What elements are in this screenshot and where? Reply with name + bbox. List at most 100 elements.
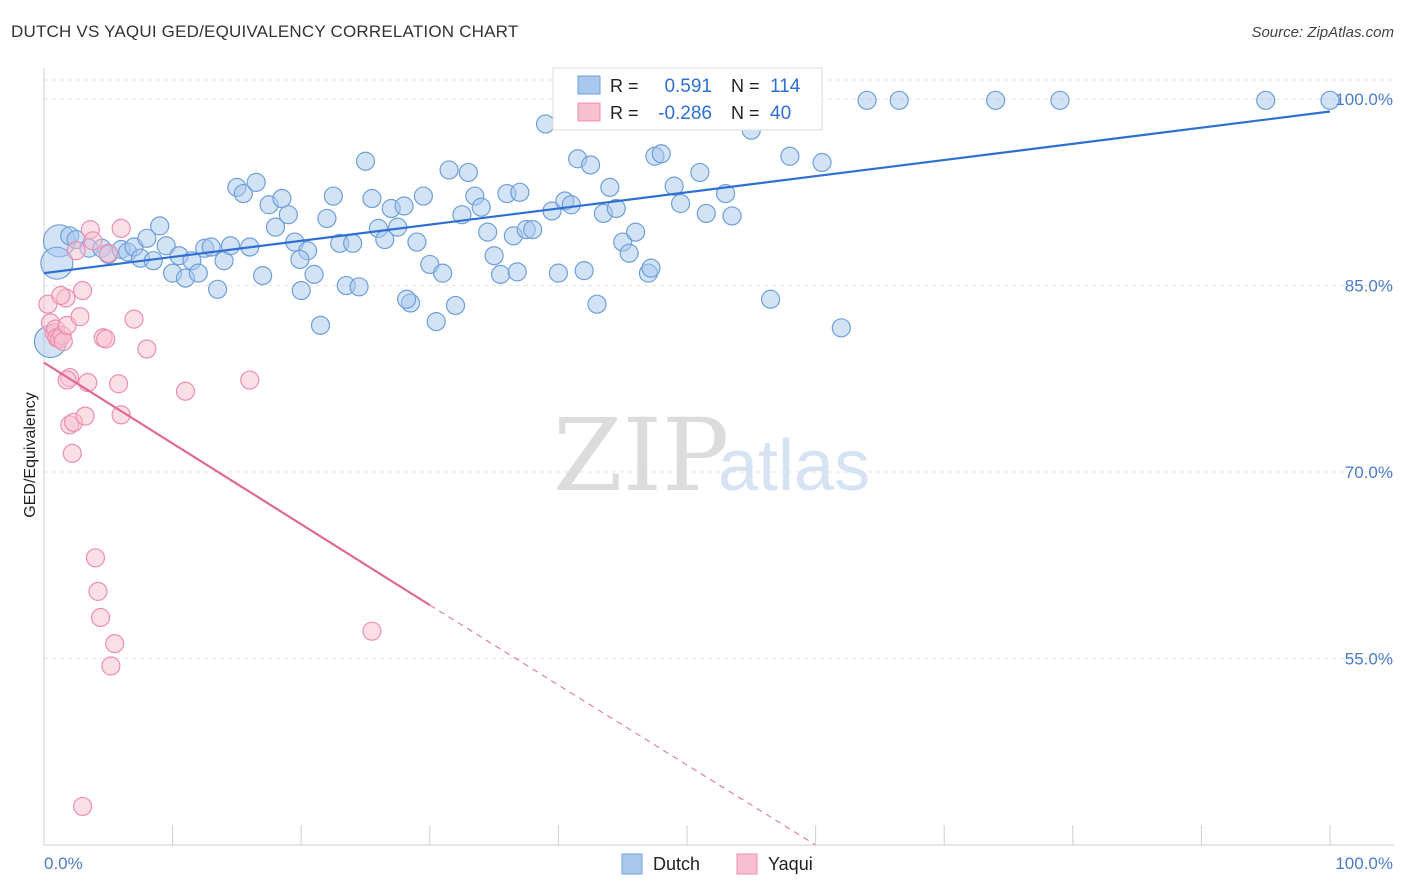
point-dutch-89 bbox=[651, 144, 671, 164]
x-tick-label-max: 100.0% bbox=[1335, 854, 1393, 873]
point-yaqui-36 bbox=[362, 621, 382, 641]
point-dutch-14 bbox=[156, 236, 176, 256]
point-dutch-57 bbox=[433, 263, 453, 283]
stats-r-value-yaqui: -0.286 bbox=[658, 103, 712, 124]
point-dutch-110 bbox=[641, 258, 661, 278]
bottom-legend: Dutch Yaqui bbox=[621, 853, 813, 875]
point-dutch-82 bbox=[600, 177, 620, 197]
stats-n-value-dutch: 114 bbox=[770, 76, 801, 97]
point-yaqui-15 bbox=[70, 307, 90, 327]
stats-box: R = 0.591 N = 114 R = -0.286 N = 40 bbox=[552, 67, 823, 131]
point-yaqui-38 bbox=[51, 285, 71, 306]
point-dutch-107 bbox=[1256, 90, 1276, 110]
axes bbox=[43, 68, 1394, 846]
point-yaqui-7 bbox=[53, 331, 73, 352]
y-tick-label-0: 100.0% bbox=[1335, 90, 1393, 109]
point-dutch-56 bbox=[426, 312, 446, 332]
point-yaqui-17 bbox=[75, 406, 95, 426]
point-dutch-69 bbox=[510, 182, 530, 202]
trend-line-yaqui bbox=[43, 361, 431, 606]
point-dutch-93 bbox=[690, 162, 710, 183]
legend-swatch-dutch bbox=[621, 853, 643, 875]
point-dutch-102 bbox=[831, 318, 851, 338]
legend-swatch-yaqui bbox=[736, 853, 758, 875]
chart-source: Source: ZipAtlas.com bbox=[1251, 24, 1394, 41]
point-yaqui-12 bbox=[62, 443, 82, 463]
stats-r-label-yaqui: R = bbox=[610, 103, 639, 123]
point-dutch-24 bbox=[220, 236, 241, 256]
point-dutch-39 bbox=[317, 208, 337, 229]
point-dutch-80 bbox=[587, 294, 607, 314]
point-dutch-29 bbox=[253, 266, 273, 286]
stats-n-label-yaqui: N = bbox=[731, 103, 760, 123]
point-dutch-54 bbox=[413, 186, 433, 206]
point-dutch-113 bbox=[290, 249, 310, 270]
point-yaqui-21 bbox=[85, 548, 106, 568]
point-dutch-33 bbox=[278, 205, 298, 225]
stats-n-value-yaqui: 40 bbox=[770, 103, 791, 124]
legend-label-dutch: Dutch bbox=[653, 854, 700, 874]
grid-lines bbox=[44, 79, 1394, 660]
point-yaqui-16 bbox=[72, 280, 93, 301]
point-dutch-19 bbox=[188, 263, 208, 283]
point-dutch-99 bbox=[760, 289, 781, 309]
point-dutch-28 bbox=[246, 172, 266, 192]
point-dutch-94 bbox=[696, 203, 716, 224]
x-tick-label-min: 0.0% bbox=[44, 854, 83, 873]
point-yaqui-22 bbox=[88, 581, 108, 601]
point-dutch-65 bbox=[484, 246, 504, 266]
point-dutch-71 bbox=[523, 220, 543, 240]
point-dutch-43 bbox=[343, 233, 363, 253]
point-yaqui-28 bbox=[101, 656, 121, 676]
y-tick-label-3: 55.0% bbox=[1345, 650, 1393, 669]
point-dutch-76 bbox=[561, 195, 581, 215]
point-yaqui-37 bbox=[72, 796, 93, 817]
point-dutch-78 bbox=[574, 261, 594, 281]
point-dutch-59 bbox=[445, 295, 466, 316]
point-dutch-38 bbox=[310, 315, 331, 335]
point-dutch-11 bbox=[137, 228, 157, 248]
point-dutch-105 bbox=[986, 90, 1006, 110]
point-yaqui-34 bbox=[175, 381, 196, 401]
point-dutch-66 bbox=[490, 264, 511, 284]
point-dutch-58 bbox=[439, 160, 459, 180]
point-yaqui-14 bbox=[66, 241, 86, 261]
point-dutch-51 bbox=[394, 196, 414, 216]
point-yaqui-25 bbox=[96, 329, 116, 349]
stats-n-label-dutch: N = bbox=[731, 76, 760, 96]
point-dutch-111 bbox=[507, 262, 527, 282]
point-dutch-40 bbox=[323, 186, 343, 206]
y-tick-labels: 100.0% 85.0% 70.0% 55.0% bbox=[1335, 90, 1393, 668]
y-axis-label: GED/Equivalency bbox=[22, 392, 39, 517]
stats-r-label-dutch: R = bbox=[610, 76, 639, 96]
point-dutch-45 bbox=[355, 151, 376, 171]
series-dutch bbox=[33, 90, 1340, 359]
point-dutch-112 bbox=[397, 289, 417, 309]
trend-line-dutch bbox=[43, 110, 1331, 275]
x-axis-ticks bbox=[43, 825, 1331, 845]
point-dutch-37 bbox=[304, 264, 324, 284]
point-dutch-26 bbox=[233, 183, 253, 204]
point-yaqui-35 bbox=[240, 370, 260, 390]
point-yaqui-27 bbox=[105, 634, 125, 654]
watermark-zip: ZIP bbox=[553, 397, 729, 514]
stats-swatch-dutch bbox=[577, 75, 601, 95]
point-dutch-90 bbox=[664, 176, 684, 196]
point-dutch-97 bbox=[722, 206, 742, 226]
point-dutch-100 bbox=[780, 146, 800, 166]
stats-swatch-yaqui bbox=[577, 102, 601, 122]
point-yaqui-29 bbox=[108, 374, 129, 394]
point-dutch-61 bbox=[458, 162, 478, 183]
chart-title: DUTCH VS YAQUI GED/EQUIVALENCY CORRELATI… bbox=[11, 22, 519, 41]
trend-layer bbox=[43, 110, 1331, 846]
point-yaqui-33 bbox=[137, 339, 157, 359]
point-dutch-13 bbox=[150, 216, 170, 236]
legend-label-yaqui: Yaqui bbox=[768, 854, 813, 874]
trend-line-extension-yaqui bbox=[429, 604, 816, 846]
point-dutch-31 bbox=[265, 217, 286, 237]
point-dutch-72 bbox=[535, 114, 556, 134]
point-yaqui-30 bbox=[111, 405, 131, 425]
point-yaqui-26 bbox=[98, 243, 118, 263]
point-yaqui-20 bbox=[83, 231, 103, 251]
